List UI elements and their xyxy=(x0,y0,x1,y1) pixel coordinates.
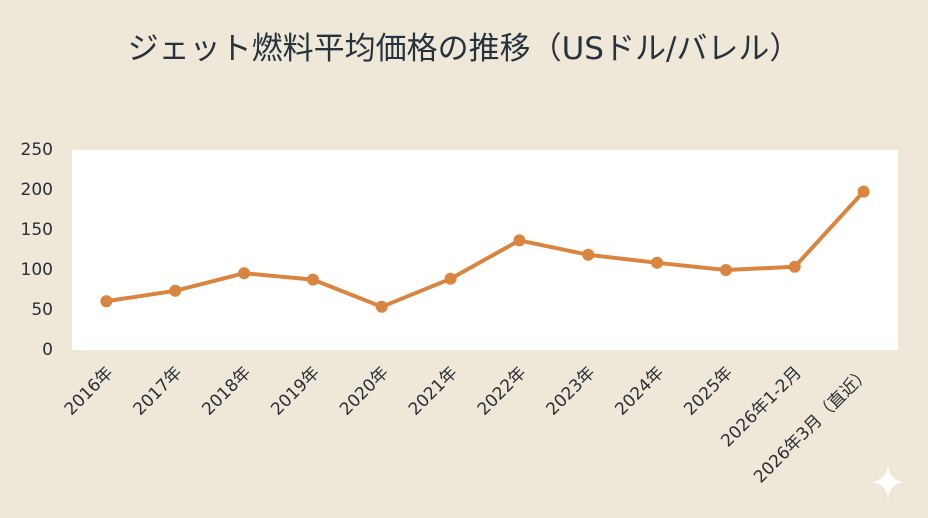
x-tick-label: 2023年 xyxy=(543,363,600,420)
y-tick-label: 0 xyxy=(42,340,53,360)
y-tick-label: 200 xyxy=(21,180,53,200)
point xyxy=(169,284,182,297)
y-tick-label: 50 xyxy=(31,300,53,320)
y-tick-label: 250 xyxy=(21,140,53,160)
point xyxy=(238,267,251,280)
chart-title: ジェット燃料平均価格の推移（USドル/バレル） xyxy=(127,31,801,67)
plot-area xyxy=(72,150,898,350)
x-tick-label: 2025年 xyxy=(680,363,737,420)
x-tick-label: 2021年 xyxy=(405,363,462,420)
point xyxy=(651,256,664,269)
x-tick-label: 2016年 xyxy=(61,363,118,420)
x-tick-label: 2020年 xyxy=(336,363,393,420)
point xyxy=(788,260,801,273)
x-tick-label: 2019年 xyxy=(267,363,324,420)
point xyxy=(100,295,113,308)
x-tick-label: 2026年3月（直近） xyxy=(750,363,875,488)
x-tick-label: 2018年 xyxy=(198,363,255,420)
x-tick-label: 2022年 xyxy=(474,363,531,420)
x-tick-label: 2017年 xyxy=(130,363,187,420)
point xyxy=(857,185,870,198)
point xyxy=(375,300,388,313)
sparkle-icon xyxy=(872,466,904,498)
point xyxy=(306,273,319,286)
point xyxy=(582,248,595,261)
point xyxy=(513,234,526,247)
line xyxy=(106,190,866,309)
y-tick-label: 150 xyxy=(21,220,53,240)
x-tick-label: 2024年 xyxy=(611,363,668,420)
point xyxy=(719,264,732,276)
y-tick-label: 100 xyxy=(21,260,53,280)
point xyxy=(444,272,457,285)
